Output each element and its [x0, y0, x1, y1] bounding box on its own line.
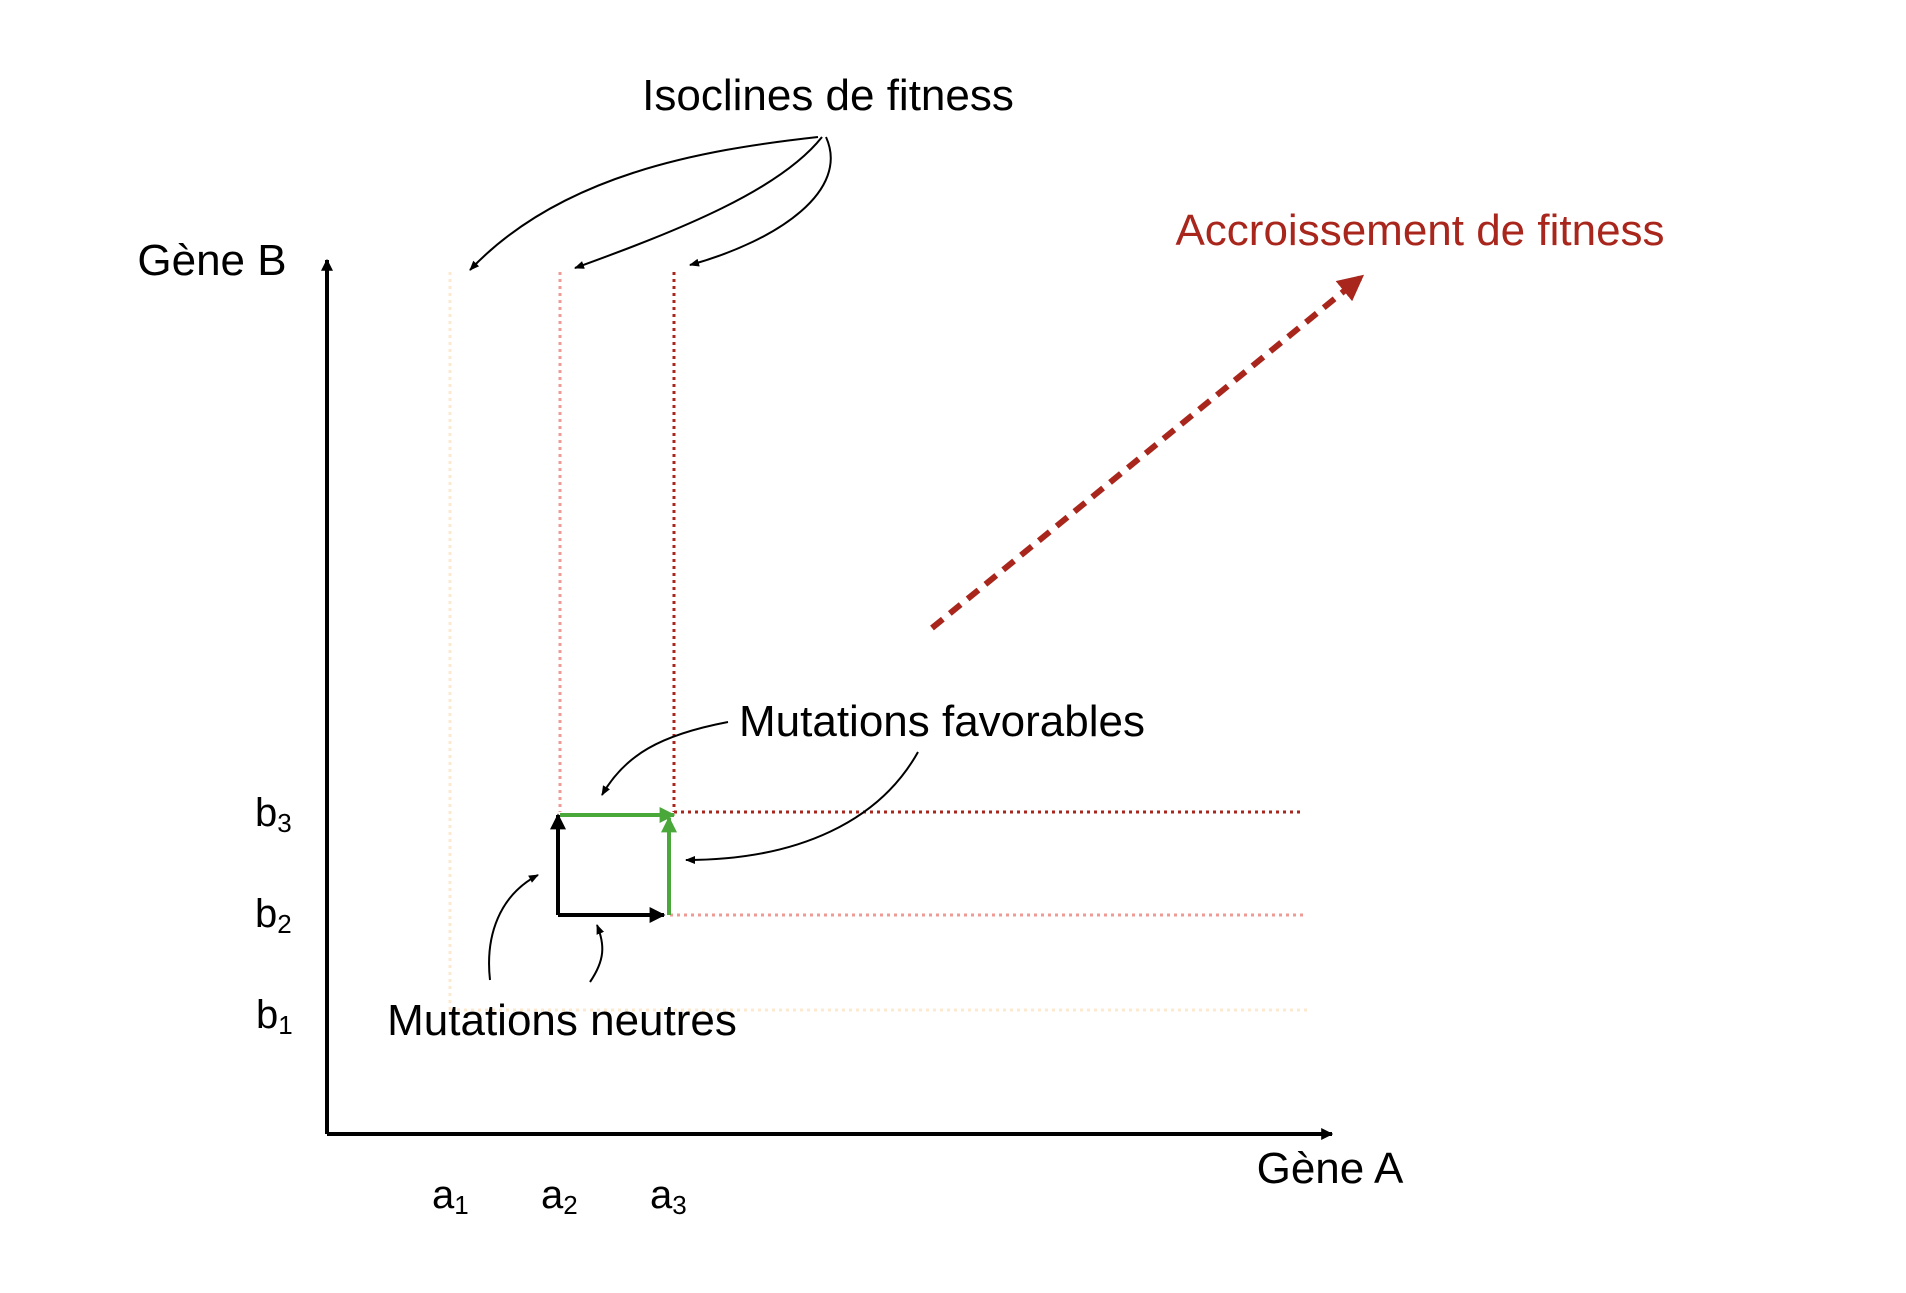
- neutral-mutations-label: Mutations neutres: [387, 996, 737, 1045]
- y-axis-label: Gène B: [137, 236, 286, 285]
- y-tick-b3: b3: [255, 791, 292, 838]
- favorable-steps: [560, 807, 677, 915]
- x-axis-label: Gène A: [1257, 1144, 1404, 1193]
- isocline-1: [448, 272, 1310, 1012]
- y-tick-b2: b2: [255, 892, 292, 939]
- x-tick-a1: a1: [432, 1173, 469, 1220]
- x-tick-a2: a2: [541, 1173, 578, 1220]
- y-tick-b1: b1: [256, 993, 293, 1040]
- isoclines-title: Isoclines de fitness: [642, 71, 1014, 120]
- favorable-mutations-label: Mutations favorables: [739, 697, 1145, 746]
- isocline-2: [558, 272, 1305, 917]
- isocline-pointers: [469, 136, 832, 271]
- fitness-increase-label: Accroissement de fitness: [1175, 206, 1664, 255]
- axes: [321, 258, 1334, 1140]
- fitness-increase-arrow: [930, 274, 1365, 631]
- x-tick-a3: a3: [650, 1173, 687, 1220]
- neutral-steps: [550, 813, 666, 923]
- isocline-3: [672, 272, 1300, 814]
- neutral-pointers: [488, 874, 605, 983]
- favorable-pointers: [601, 721, 919, 864]
